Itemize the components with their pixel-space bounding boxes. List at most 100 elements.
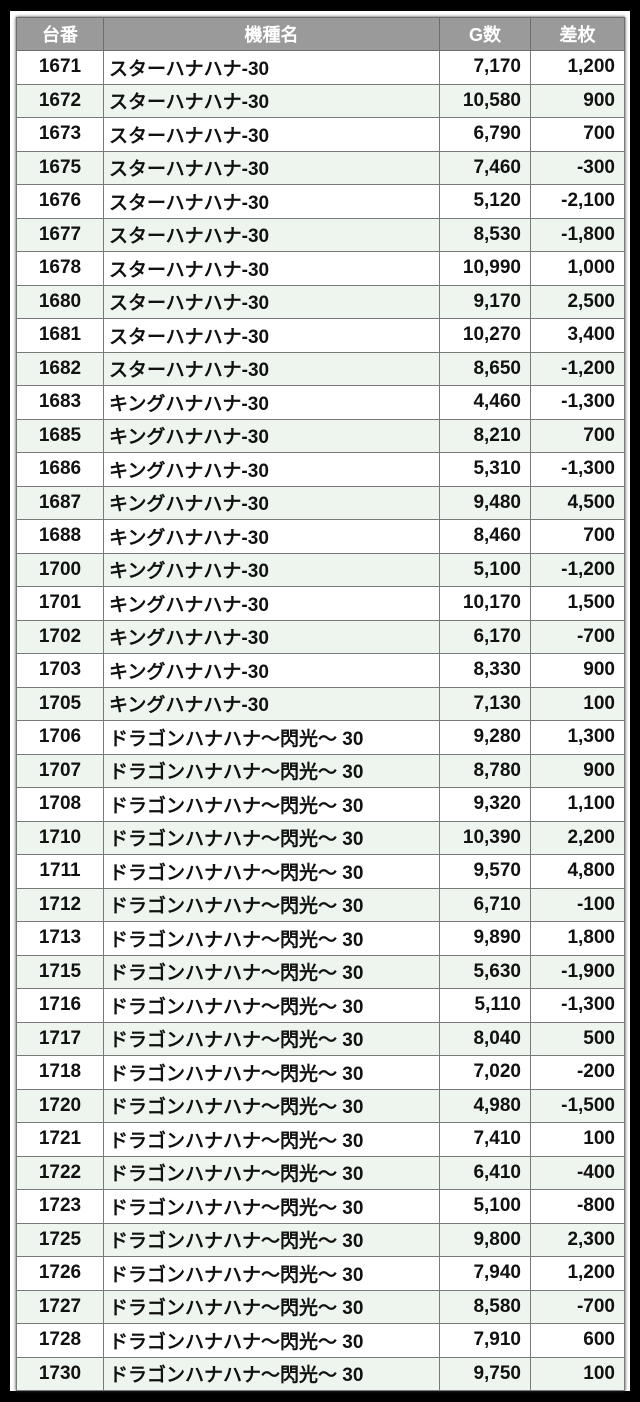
machine-number-cell: 1705: [16, 686, 104, 721]
game-count-cell: 5,630: [439, 954, 531, 989]
machine-name-cell: スターハナハナ-30: [103, 150, 440, 185]
table-row: 1701 キングハナハナ-30 10,170 1,500: [16, 586, 625, 621]
game-count-cell: 8,460: [439, 519, 531, 554]
coin-difference-cell: -400: [530, 1155, 625, 1190]
game-count-cell: 9,570: [439, 854, 531, 889]
table-row: 1671 スターハナハナ-30 7,170 1,200: [16, 50, 625, 85]
game-count-cell: 6,410: [439, 1155, 531, 1190]
coin-difference-cell: 4,800: [530, 854, 625, 889]
coin-difference-cell: -1,300: [530, 988, 625, 1023]
machine-number-cell: 1675: [16, 150, 104, 185]
machine-number-cell: 1703: [16, 653, 104, 688]
game-count-cell: 9,750: [439, 1356, 531, 1391]
machine-number-cell: 1723: [16, 1189, 104, 1224]
machine-name-cell: ドラゴンハナハナ～閃光～ 30: [103, 854, 440, 889]
table-row: 1717 ドラゴンハナハナ～閃光～ 30 8,040 500: [16, 1021, 625, 1056]
table-row: 1705 キングハナハナ-30 7,130 100: [16, 686, 625, 721]
coin-difference-cell: 900: [530, 753, 625, 788]
table-row: 1716 ドラゴンハナハナ～閃光～ 30 5,110 -1,300: [16, 988, 625, 1023]
coin-difference-cell: -800: [530, 1189, 625, 1224]
machine-name-cell: キングハナハナ-30: [103, 519, 440, 554]
machine-number-cell: 1717: [16, 1021, 104, 1056]
table-row: 1686 キングハナハナ-30 5,310 -1,300: [16, 452, 625, 487]
coin-difference-cell: 100: [530, 686, 625, 721]
machine-number-cell: 1726: [16, 1256, 104, 1291]
machine-number-cell: 1713: [16, 921, 104, 956]
machine-name-cell: ドラゴンハナハナ～閃光～ 30: [103, 787, 440, 822]
machine-name-cell: スターハナハナ-30: [103, 50, 440, 85]
game-count-cell: 7,460: [439, 150, 531, 185]
machine-number-cell: 1686: [16, 452, 104, 487]
coin-difference-cell: -200: [530, 1055, 625, 1090]
machine-name-cell: ドラゴンハナハナ～閃光～ 30: [103, 820, 440, 855]
table-row: 1678 スターハナハナ-30 10,990 1,000: [16, 251, 625, 286]
coin-difference-cell: 900: [530, 83, 625, 118]
coin-difference-cell: 1,200: [530, 50, 625, 85]
table-row: 1710 ドラゴンハナハナ～閃光～ 30 10,390 2,200: [16, 820, 625, 855]
machine-number-cell: 1701: [16, 586, 104, 621]
coin-difference-cell: -700: [530, 619, 625, 654]
game-count-cell: 7,940: [439, 1256, 531, 1291]
machine-number-cell: 1685: [16, 418, 104, 453]
machine-number-cell: 1725: [16, 1222, 104, 1257]
game-count-cell: 7,170: [439, 50, 531, 85]
game-count-cell: 5,100: [439, 552, 531, 587]
machine-number-cell: 1720: [16, 1088, 104, 1123]
coin-difference-cell: 3,400: [530, 318, 625, 353]
coin-difference-cell: 700: [530, 418, 625, 453]
coin-difference-cell: -1,200: [530, 552, 625, 587]
coin-difference-cell: 1,000: [530, 251, 625, 286]
machine-number-cell: 1688: [16, 519, 104, 554]
coin-difference-cell: 900: [530, 653, 625, 688]
machine-name-cell: ドラゴンハナハナ～閃光～ 30: [103, 1021, 440, 1056]
game-count-cell: 8,580: [439, 1289, 531, 1324]
machine-number-cell: 1683: [16, 385, 104, 420]
coin-difference-cell: 700: [530, 117, 625, 152]
game-count-cell: 5,120: [439, 184, 531, 219]
machine-name-cell: ドラゴンハナハナ～閃光～ 30: [103, 1189, 440, 1224]
game-count-cell: 6,710: [439, 887, 531, 922]
coin-difference-cell: 100: [530, 1356, 625, 1391]
coin-difference-cell: 1,800: [530, 921, 625, 956]
game-count-cell: 10,390: [439, 820, 531, 855]
machine-name-cell: ドラゴンハナハナ～閃光～ 30: [103, 988, 440, 1023]
coin-difference-cell: -1,500: [530, 1088, 625, 1123]
machine-name-cell: キングハナハナ-30: [103, 552, 440, 587]
table-row: 1672 スターハナハナ-30 10,580 900: [16, 83, 625, 118]
header-row: 台番 機種名 G数 差枚: [16, 17, 625, 51]
coin-difference-cell: 1,300: [530, 720, 625, 755]
machine-name-cell: ドラゴンハナハナ～閃光～ 30: [103, 1256, 440, 1291]
table-row: 1715 ドラゴンハナハナ～閃光～ 30 5,630 -1,900: [16, 954, 625, 989]
game-count-cell: 4,980: [439, 1088, 531, 1123]
machine-name-cell: キングハナハナ-30: [103, 452, 440, 487]
table-row: 1730 ドラゴンハナハナ～閃光～ 30 9,750 100: [16, 1356, 625, 1391]
game-count-cell: 10,580: [439, 83, 531, 118]
table-row: 1721 ドラゴンハナハナ～閃光～ 30 7,410 100: [16, 1122, 625, 1157]
game-count-cell: 8,780: [439, 753, 531, 788]
machine-name-cell: スターハナハナ-30: [103, 83, 440, 118]
game-count-cell: 7,020: [439, 1055, 531, 1090]
game-count-cell: 7,410: [439, 1122, 531, 1157]
game-count-cell: 9,320: [439, 787, 531, 822]
machine-name-cell: ドラゴンハナハナ～閃光～ 30: [103, 1088, 440, 1123]
game-count-cell: 10,990: [439, 251, 531, 286]
table-row: 1708 ドラゴンハナハナ～閃光～ 30 9,320 1,100: [16, 787, 625, 822]
coin-difference-cell: 4,500: [530, 485, 625, 520]
game-count-cell: 8,040: [439, 1021, 531, 1056]
coin-difference-cell: 2,200: [530, 820, 625, 855]
machine-number-cell: 1727: [16, 1289, 104, 1324]
coin-difference-cell: 2,300: [530, 1222, 625, 1257]
table-row: 1681 スターハナハナ-30 10,270 3,400: [16, 318, 625, 353]
game-count-cell: 7,910: [439, 1323, 531, 1358]
machine-number-cell: 1671: [16, 50, 104, 85]
machine-name-cell: ドラゴンハナハナ～閃光～ 30: [103, 887, 440, 922]
machine-name-cell: ドラゴンハナハナ～閃光～ 30: [103, 753, 440, 788]
header-coin-difference: 差枚: [530, 17, 625, 51]
machine-number-cell: 1730: [16, 1356, 104, 1391]
coin-difference-cell: 2,500: [530, 284, 625, 319]
table-row: 1676 スターハナハナ-30 5,120 -2,100: [16, 184, 625, 219]
table-row: 1680 スターハナハナ-30 9,170 2,500: [16, 284, 625, 319]
game-count-cell: 10,170: [439, 586, 531, 621]
coin-difference-cell: 600: [530, 1323, 625, 1358]
machine-name-cell: スターハナハナ-30: [103, 284, 440, 319]
